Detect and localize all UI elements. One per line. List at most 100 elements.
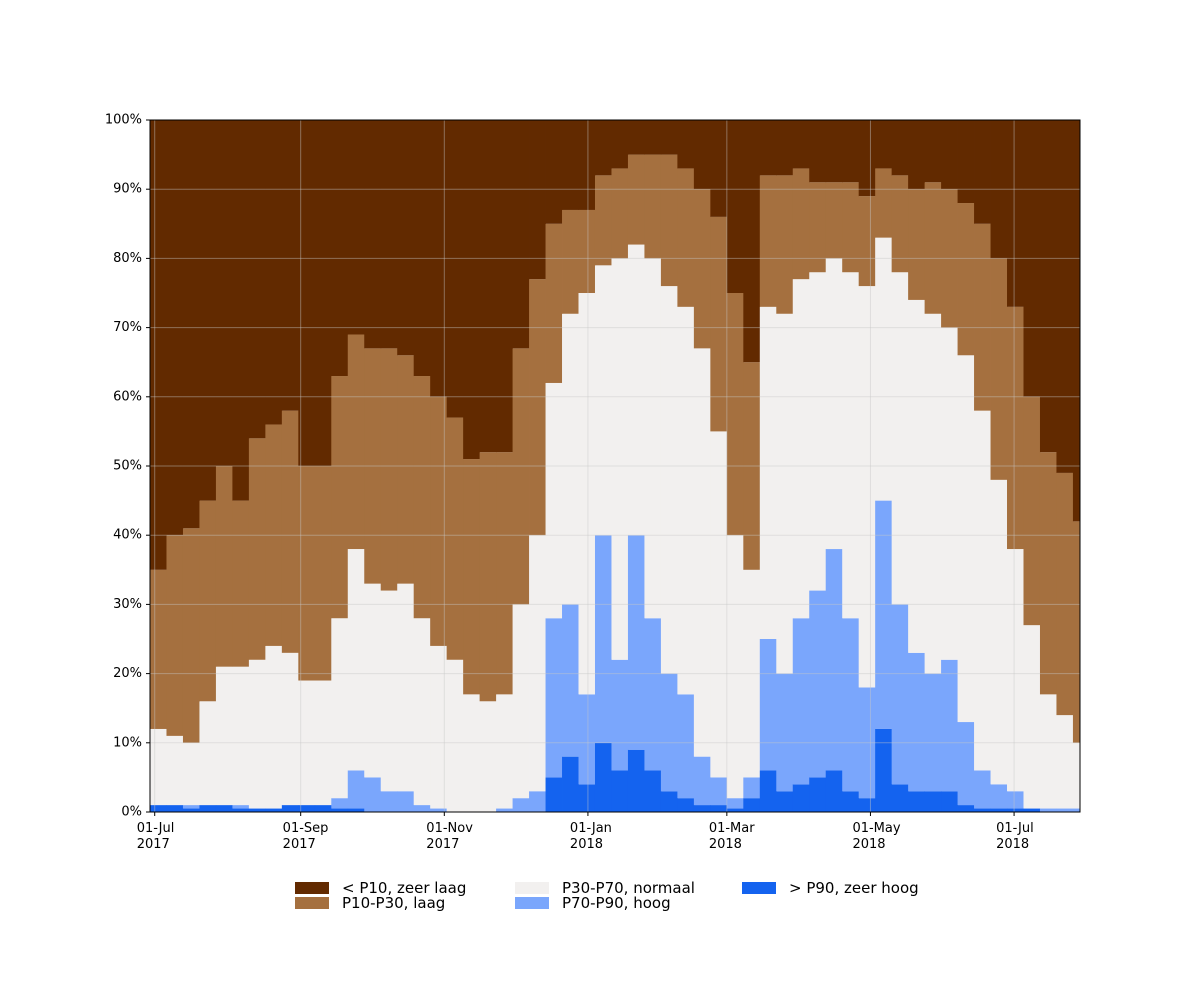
area-step: [644, 618, 662, 771]
area-step: [545, 777, 563, 812]
area-step: [858, 798, 876, 812]
area-step: [594, 175, 612, 266]
area-step: [660, 120, 678, 155]
area-step: [182, 528, 200, 743]
area-step: [677, 306, 695, 695]
area-step: [677, 798, 695, 812]
area-step: [974, 770, 991, 809]
area-step: [578, 209, 596, 293]
area-step: [990, 479, 1008, 785]
area-step: [150, 120, 167, 570]
area-step: [858, 286, 876, 688]
area-step: [710, 431, 728, 778]
area-step: [347, 120, 365, 335]
area-step: [924, 791, 942, 812]
legend-swatch: [742, 882, 776, 894]
area-step: [644, 154, 662, 259]
area-step: [990, 784, 1008, 809]
area-step: [759, 175, 777, 307]
area-step: [875, 120, 893, 169]
area-step: [380, 590, 398, 792]
legend-swatch: [295, 882, 329, 894]
area-step: [990, 808, 1008, 812]
area-step: [281, 805, 299, 812]
area-step: [314, 680, 332, 806]
area-step: [710, 777, 728, 806]
area-step: [1039, 694, 1057, 809]
area-step: [792, 784, 810, 812]
area-step: [990, 120, 1008, 259]
area-step: [545, 618, 563, 778]
area-step: [908, 120, 926, 190]
area-step: [825, 549, 843, 771]
area-step: [562, 756, 579, 812]
area-step: [677, 694, 695, 799]
area-step: [281, 410, 299, 653]
area-step: [265, 120, 283, 425]
area-step: [743, 798, 761, 812]
area-step: [875, 168, 893, 238]
legend-item: P70-P90, hoog: [515, 896, 671, 911]
area-step: [792, 279, 810, 619]
area-step: [908, 652, 926, 792]
area-step: [1023, 396, 1041, 626]
area-step: [529, 279, 546, 536]
legend-label: P10-P30, laag: [342, 894, 446, 912]
area-step: [825, 770, 843, 812]
area-step: [792, 168, 810, 280]
area-step: [199, 701, 217, 806]
legend-swatch: [515, 882, 549, 894]
y-tick-label: 100%: [105, 113, 142, 128]
area-step: [974, 120, 991, 224]
area-step: [693, 120, 711, 190]
area-step: [1007, 549, 1024, 792]
area-step: [496, 120, 513, 453]
area-step: [974, 223, 991, 411]
area-step: [908, 791, 926, 812]
area-step: [842, 120, 860, 183]
area-step: [941, 791, 958, 812]
area-step: [265, 424, 283, 646]
area-step: [660, 154, 678, 287]
area-step: [397, 120, 415, 356]
area-step: [627, 154, 645, 245]
area-step: [842, 618, 860, 792]
area-step: [232, 805, 250, 809]
area-step: [298, 680, 316, 806]
legend-label: P30-P70, normaal: [562, 879, 695, 897]
area-step: [677, 168, 695, 307]
y-tick-label: 60%: [113, 389, 142, 404]
area-step: [364, 348, 382, 584]
area-step: [265, 808, 283, 812]
area-step: [759, 639, 777, 771]
area-step: [331, 618, 349, 799]
area-step: [941, 189, 958, 328]
area-step: [562, 604, 579, 757]
area-step: [776, 120, 794, 176]
area-step: [150, 805, 167, 812]
area-step: [957, 203, 975, 356]
area-step: [215, 120, 233, 466]
area-step: [347, 770, 365, 809]
y-tick-label: 30%: [113, 597, 142, 612]
area-step: [842, 182, 860, 273]
area-step: [298, 120, 316, 466]
area-step: [545, 382, 563, 619]
area-step: [594, 742, 612, 812]
area-step: [792, 618, 810, 785]
x-tick-label: 01-Jan 2018: [569, 821, 612, 852]
area-step: [1007, 808, 1024, 812]
area-step: [281, 652, 299, 806]
area-step: [413, 618, 431, 806]
area-step: [413, 120, 431, 377]
area-step: [463, 459, 481, 695]
area-step: [776, 313, 794, 674]
y-tick-label: 0%: [121, 805, 142, 820]
area-step: [578, 293, 596, 695]
area-step: [677, 120, 695, 169]
area-step: [726, 293, 744, 536]
area-step: [529, 535, 546, 792]
area-step: [1056, 120, 1074, 473]
area-step: [446, 659, 464, 812]
area-step: [611, 258, 629, 660]
